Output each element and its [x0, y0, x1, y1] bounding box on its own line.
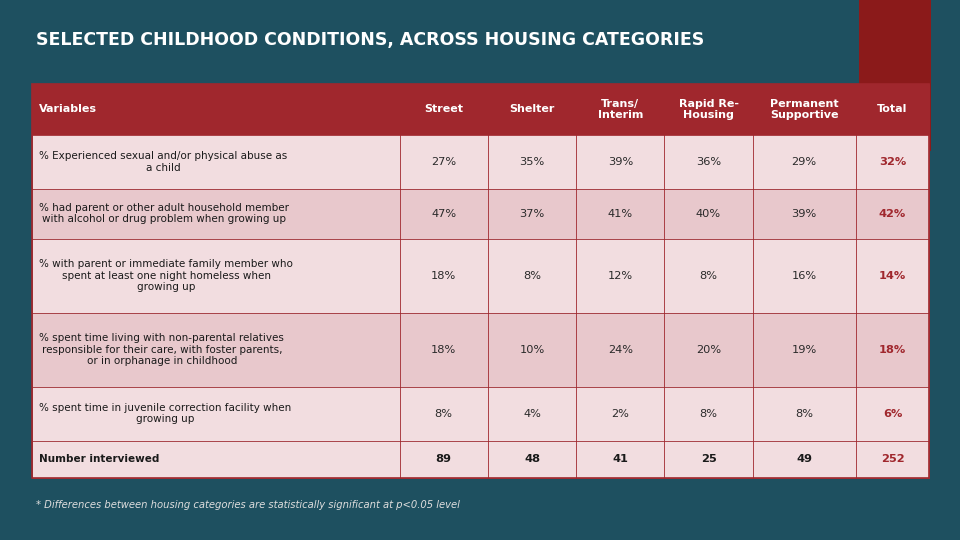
Bar [32, 239, 929, 313]
Bar [32, 441, 929, 478]
Text: 18%: 18% [431, 271, 456, 281]
Text: Variables: Variables [39, 104, 97, 114]
Text: 10%: 10% [519, 345, 544, 355]
Text: 252: 252 [880, 454, 904, 464]
Bar [32, 135, 929, 189]
Text: 89: 89 [436, 454, 452, 464]
Text: Permanent
Supportive: Permanent Supportive [770, 99, 838, 120]
Text: 29%: 29% [792, 157, 817, 167]
Text: Trans/
Interim: Trans/ Interim [597, 99, 643, 120]
Text: 32%: 32% [878, 157, 906, 167]
Text: 25: 25 [701, 454, 716, 464]
Text: 18%: 18% [431, 345, 456, 355]
Text: 27%: 27% [431, 157, 456, 167]
Text: % Experienced sexual and/or physical abuse as
a child: % Experienced sexual and/or physical abu… [39, 152, 288, 173]
Text: SELECTED CHILDHOOD CONDITIONS, ACROSS HOUSING CATEGORIES: SELECTED CHILDHOOD CONDITIONS, ACROSS HO… [36, 31, 705, 50]
Bar [32, 189, 929, 239]
Text: 20%: 20% [696, 345, 721, 355]
Bar [32, 387, 929, 441]
Text: 41%: 41% [608, 209, 633, 219]
Text: 6%: 6% [883, 409, 902, 419]
Text: 35%: 35% [519, 157, 544, 167]
Text: Street: Street [424, 104, 463, 114]
Text: Number interviewed: Number interviewed [39, 454, 159, 464]
Text: 42%: 42% [878, 209, 906, 219]
Text: 48: 48 [524, 454, 540, 464]
Text: 18%: 18% [878, 345, 906, 355]
Text: 41: 41 [612, 454, 628, 464]
Bar [859, 0, 931, 151]
Text: % with parent or immediate family member who
spent at least one night homeless w: % with parent or immediate family member… [39, 259, 293, 292]
Text: 8%: 8% [435, 409, 453, 419]
Text: 12%: 12% [608, 271, 633, 281]
Text: 37%: 37% [519, 209, 544, 219]
Text: 40%: 40% [696, 209, 721, 219]
Text: 8%: 8% [523, 271, 541, 281]
Text: 8%: 8% [795, 409, 813, 419]
Bar [32, 84, 929, 135]
Text: * Differences between housing categories are statistically significant at p<0.05: * Differences between housing categories… [36, 500, 461, 510]
Text: 19%: 19% [792, 345, 817, 355]
Text: 14%: 14% [878, 271, 906, 281]
Text: 36%: 36% [696, 157, 721, 167]
Text: 2%: 2% [612, 409, 629, 419]
Text: 39%: 39% [792, 209, 817, 219]
Text: 8%: 8% [700, 271, 717, 281]
Text: 47%: 47% [431, 209, 456, 219]
Text: 8%: 8% [700, 409, 717, 419]
Text: % spent time in juvenile correction facility when
growing up: % spent time in juvenile correction faci… [39, 403, 292, 424]
Text: % had parent or other adult household member
with alcohol or drug problem when g: % had parent or other adult household me… [39, 203, 289, 225]
Text: Total: Total [877, 104, 908, 114]
Text: 24%: 24% [608, 345, 633, 355]
Text: 16%: 16% [792, 271, 817, 281]
Text: 4%: 4% [523, 409, 540, 419]
Text: 49: 49 [796, 454, 812, 464]
Text: % spent time living with non-parental relatives
responsible for their care, with: % spent time living with non-parental re… [39, 333, 284, 366]
Bar [32, 84, 929, 478]
Text: Shelter: Shelter [510, 104, 555, 114]
Text: 39%: 39% [608, 157, 633, 167]
Text: Rapid Re-
Housing: Rapid Re- Housing [679, 99, 738, 120]
Bar [32, 313, 929, 387]
